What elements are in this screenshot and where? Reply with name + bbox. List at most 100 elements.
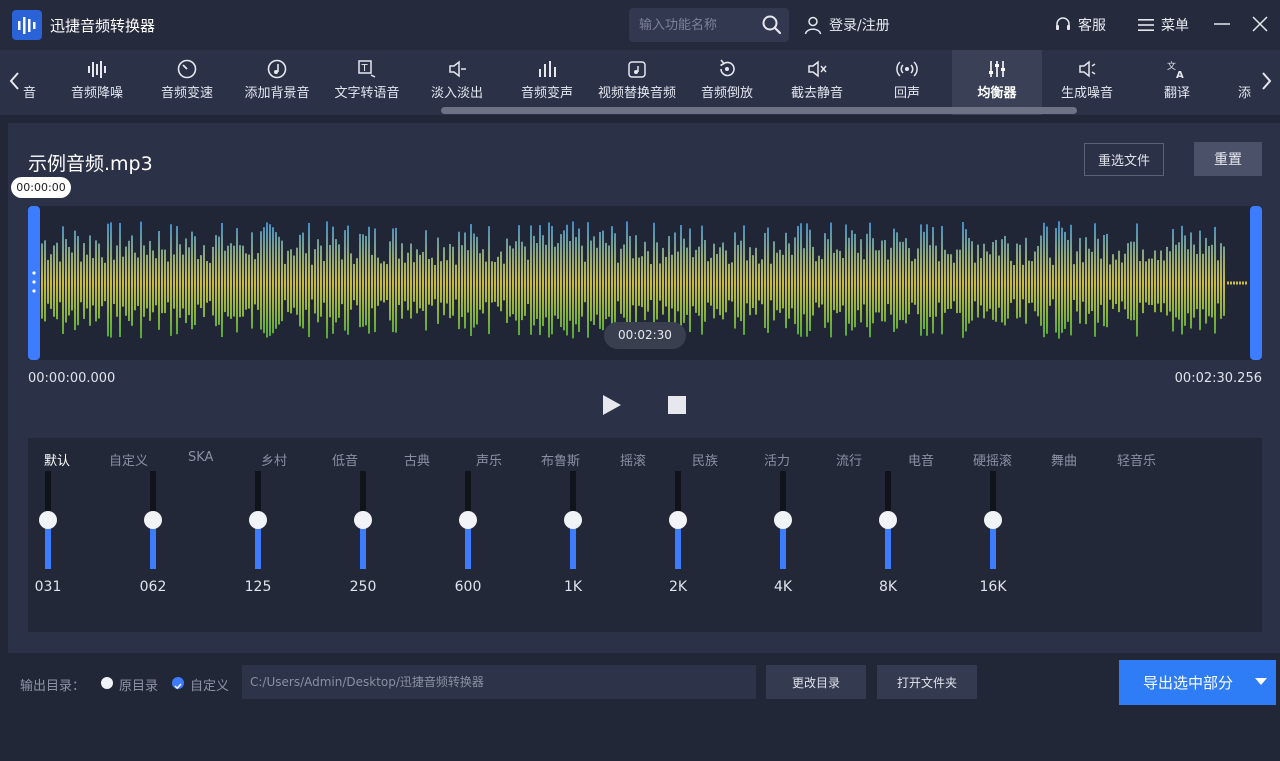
eq-band-label: 8K — [878, 579, 898, 595]
toolbar-item-denoise[interactable]: 音频降噪 — [52, 50, 142, 108]
radio-custom-label[interactable]: 自定义 — [190, 679, 230, 694]
speedometer-icon — [177, 59, 197, 79]
eq-slider-knob[interactable] — [669, 511, 687, 529]
radio-original-dir[interactable] — [101, 677, 113, 689]
svg-text:T: T — [361, 63, 369, 74]
eq-preset[interactable]: 古典 — [404, 454, 431, 469]
eq-preset[interactable]: 硬摇滚 — [973, 454, 1013, 469]
eq-slider-knob[interactable] — [354, 511, 372, 529]
toolbar-item-partial-right[interactable]: 添 — [1238, 86, 1252, 101]
customer-service-button[interactable]: 客服 — [1054, 13, 1106, 37]
toolbar-item-partial-left[interactable]: 音 — [22, 86, 36, 101]
hamburger-icon — [1138, 19, 1154, 31]
eq-preset[interactable]: 民族 — [692, 454, 719, 469]
caret-down-icon[interactable] — [1255, 678, 1267, 686]
eq-preset[interactable]: 声乐 — [476, 454, 503, 469]
eq-slider-fill — [780, 520, 786, 569]
eq-slider-fill — [360, 520, 366, 569]
search-icon[interactable] — [761, 14, 783, 36]
right-trim-handle[interactable] — [1250, 206, 1262, 360]
eq-preset[interactable]: 乡村 — [261, 454, 288, 469]
menu-button[interactable]: 菜单 — [1137, 13, 1189, 37]
toolbar-item-bgm[interactable]: 添加背景音 — [232, 50, 322, 108]
eq-slider-knob[interactable] — [879, 511, 897, 529]
eq-slider[interactable] — [353, 471, 373, 569]
eq-preset[interactable]: 舞曲 — [1051, 454, 1078, 469]
reselect-file-button[interactable]: 重选文件 — [1084, 143, 1164, 176]
eq-slider-knob[interactable] — [249, 511, 267, 529]
toolbar-item-video-replace[interactable]: 视频替换音频 — [592, 50, 682, 108]
check-icon — [174, 683, 182, 690]
reset-button[interactable]: 重置 — [1194, 142, 1262, 176]
eq-preset[interactable]: 活力 — [764, 454, 791, 469]
eq-preset[interactable]: 摇滚 — [620, 454, 647, 469]
eq-preset[interactable]: 低音 — [332, 454, 359, 469]
left-trim-handle[interactable] — [28, 206, 40, 360]
eq-slider[interactable] — [773, 471, 793, 569]
eq-slider-knob[interactable] — [459, 511, 477, 529]
radio-custom-dir[interactable] — [172, 677, 184, 690]
eq-slider-knob[interactable] — [774, 511, 792, 529]
output-dir-label: 输出目录： — [20, 679, 86, 694]
toolbar-item-tts[interactable]: T 文字转语音 — [322, 50, 412, 108]
minimize-icon[interactable] — [1212, 14, 1232, 34]
close-icon[interactable] — [1250, 14, 1270, 34]
eq-slider[interactable] — [983, 471, 1003, 569]
eq-slider-knob[interactable] — [39, 511, 57, 529]
eq-slider[interactable] — [38, 471, 58, 569]
eq-preset[interactable]: 轻音乐 — [1117, 454, 1157, 469]
eq-band-label: 031 — [34, 579, 62, 595]
toolbar-item-noise[interactable]: 生成噪音 — [1042, 50, 1132, 108]
eq-slider-fill — [45, 520, 51, 569]
end-time: 00:02:30.256 — [1174, 371, 1262, 386]
toolbar-item-translate[interactable]: 文 A 翻译 — [1132, 50, 1222, 108]
search-input[interactable] — [639, 8, 759, 42]
eq-band-label: 16K — [979, 579, 1007, 595]
eq-slider[interactable] — [668, 471, 688, 569]
eq-slider-knob[interactable] — [564, 511, 582, 529]
toolbar-item-equalizer[interactable]: 均衡器 — [952, 50, 1042, 115]
eq-preset[interactable]: 流行 — [836, 454, 863, 469]
eq-preset[interactable]: 自定义 — [109, 454, 149, 469]
open-folder-button[interactable]: 打开文件夹 — [877, 665, 977, 699]
eq-preset[interactable]: 默认 — [44, 454, 71, 469]
eq-slider-knob[interactable] — [144, 511, 162, 529]
eq-slider-knob[interactable] — [984, 511, 1002, 529]
eq-band-label: 062 — [139, 579, 167, 595]
login-button[interactable]: 登录/注册 — [803, 13, 890, 37]
toolbar-item-trim-silence[interactable]: 截去静音 — [772, 50, 862, 108]
toolbar-item-fade[interactable]: 淡入淡出 — [412, 50, 502, 108]
eq-slider[interactable] — [143, 471, 163, 569]
eq-preset[interactable]: 布鲁斯 — [541, 454, 581, 469]
toolbar-item-voice-change[interactable]: 音频变声 — [502, 50, 592, 108]
echo-icon — [896, 61, 918, 77]
search-box[interactable] — [629, 8, 789, 42]
stop-icon[interactable] — [668, 396, 686, 414]
toolbar-item-speed[interactable]: 音频变速 — [142, 50, 232, 108]
eq-preset[interactable]: 电音 — [908, 454, 935, 469]
customer-service-label: 客服 — [1078, 18, 1106, 34]
eq-preset[interactable]: SKA — [188, 450, 214, 465]
output-path-field[interactable]: C:/Users/Admin/Desktop/迅捷音频转换器 — [242, 665, 756, 699]
eq-slider-fill — [465, 520, 471, 569]
fade-speaker-icon — [449, 60, 466, 78]
cursor-time-tag: 00:00:00 — [11, 177, 71, 198]
toolbar-scrollbar[interactable] — [441, 107, 1077, 114]
eq-slider-fill — [255, 520, 261, 569]
radio-original-label[interactable]: 原目录 — [119, 679, 159, 694]
chevron-left-icon[interactable] — [5, 68, 25, 94]
text-to-speech-icon: T — [358, 60, 376, 78]
export-selection-button[interactable]: 导出选中部分 — [1119, 660, 1276, 705]
eq-slider[interactable] — [563, 471, 583, 569]
eq-slider[interactable] — [248, 471, 268, 569]
app-logo-icon — [12, 10, 42, 40]
eq-slider[interactable] — [878, 471, 898, 569]
chevron-right-icon[interactable] — [1256, 68, 1276, 94]
toolbar-item-echo[interactable]: 回声 — [862, 50, 952, 108]
play-icon[interactable] — [600, 393, 624, 417]
noise-icon — [1079, 60, 1096, 78]
mid-time-tag: 00:02:30 — [604, 322, 686, 349]
toolbar-item-reverse[interactable]: 音频倒放 — [682, 50, 772, 108]
change-dir-button[interactable]: 更改目录 — [766, 665, 866, 699]
eq-slider[interactable] — [458, 471, 478, 569]
